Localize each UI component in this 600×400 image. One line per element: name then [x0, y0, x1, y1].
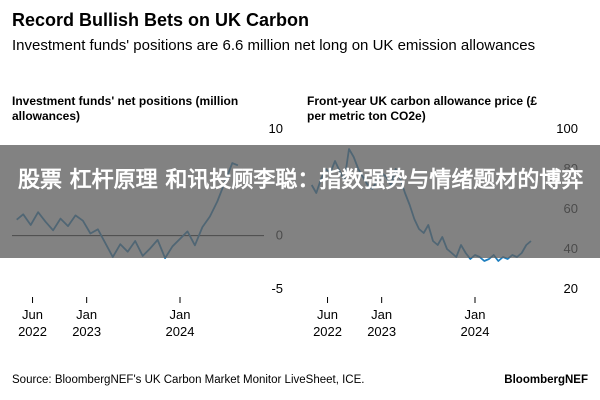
chart-subtitle: Investment funds' positions are 6.6 mill…	[12, 37, 536, 54]
source-note: Source: BloombergNEF's UK Carbon Market …	[12, 374, 365, 386]
left-y-tick-label: 10	[269, 121, 283, 136]
right-x-tick-label: Jan	[465, 307, 486, 322]
brand-logo: BloombergNEF	[504, 374, 588, 386]
right-x-tick-year: 2024	[461, 324, 490, 339]
left-panel-title: Investment funds' net positions (million…	[12, 94, 239, 123]
right-x-tick-label: Jan	[371, 307, 392, 322]
left-x-tick-label: Jun	[22, 307, 43, 322]
right-y-tick-label: 20	[564, 281, 578, 296]
left-x-tick-year: 2024	[166, 324, 195, 339]
headline-overlay: 股票 杠杆原理 和讯投顾李聪：指数强势与情绪题材的博弈	[0, 145, 600, 258]
right-x-tick-year: 2022	[313, 324, 342, 339]
left-x-tick-year: 2022	[18, 324, 47, 339]
right-x-tick-label: Jun	[317, 307, 338, 322]
right-y-tick-label: 100	[556, 121, 578, 136]
chart-title: Record Bullish Bets on UK Carbon	[12, 10, 310, 30]
left-y-tick-label: -5	[271, 281, 283, 296]
left-x-tick-year: 2023	[72, 324, 101, 339]
right-panel-title: Front-year UK carbon allowance price (£ …	[307, 94, 538, 123]
left-x-tick-label: Jan	[76, 307, 97, 322]
left-x-tick-label: Jan	[170, 307, 191, 322]
right-x-tick-year: 2023	[367, 324, 396, 339]
overlay-headline: 股票 杠杆原理 和讯投顾李聪：指数强势与情绪题材的博弈	[18, 168, 584, 193]
